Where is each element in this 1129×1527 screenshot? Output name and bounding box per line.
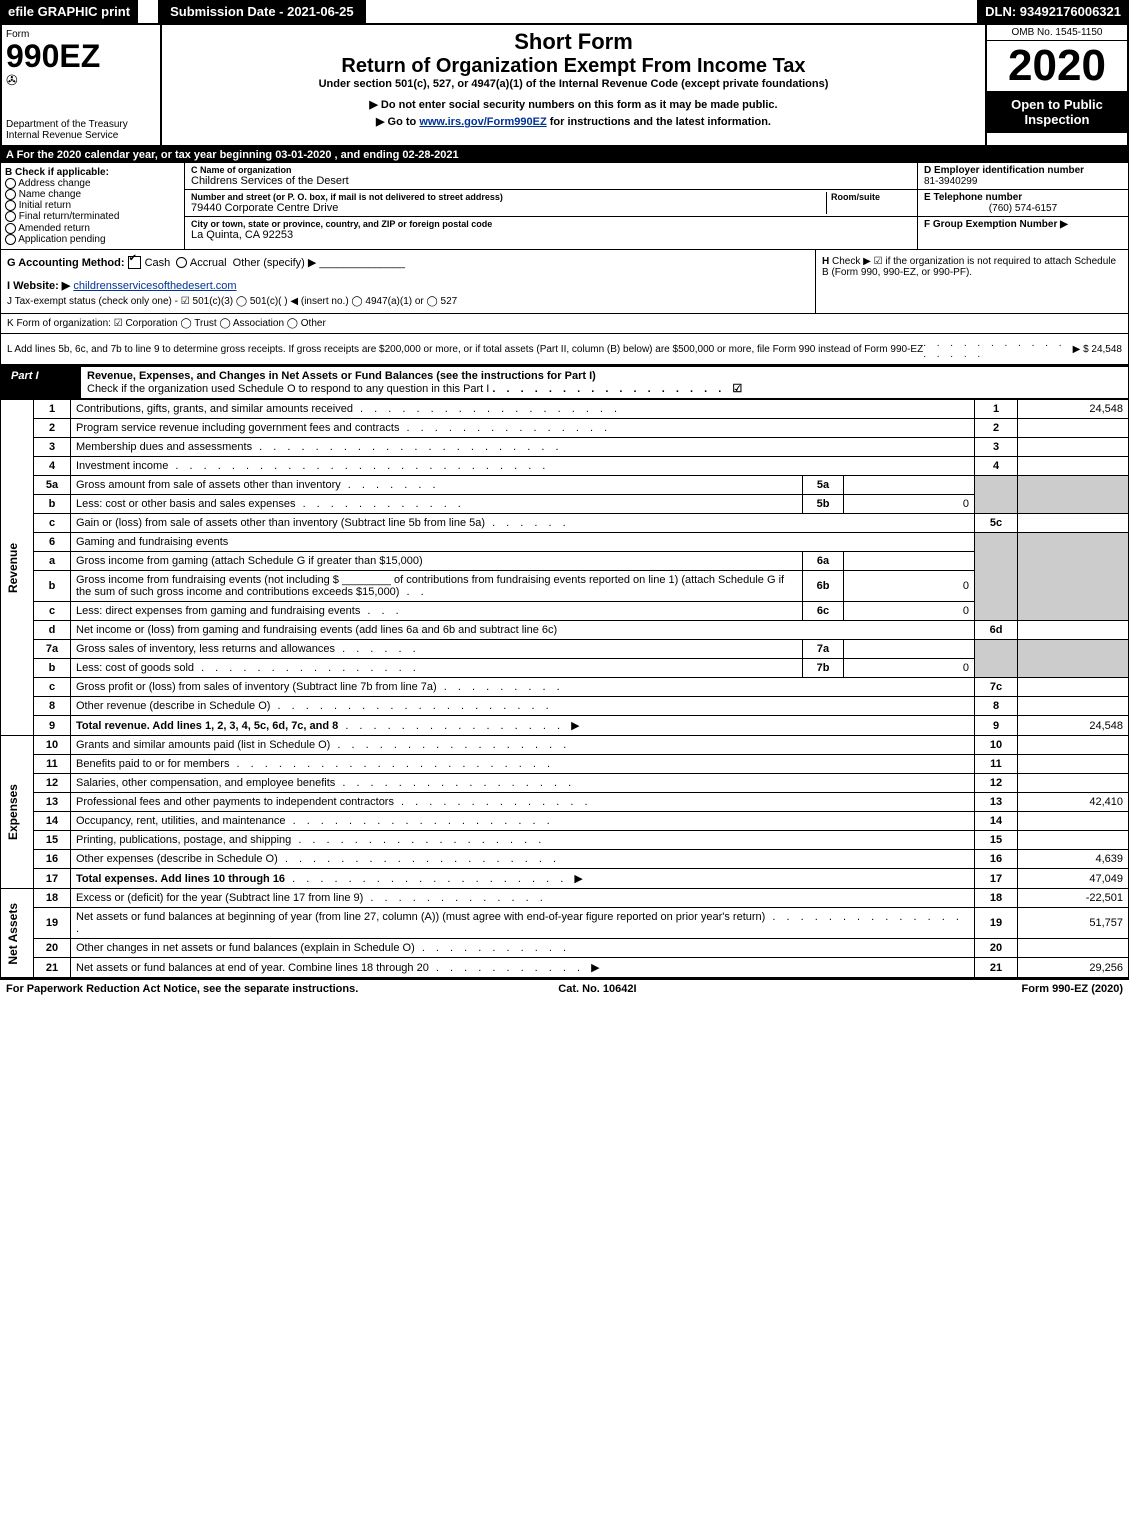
notice-1: ▶ Do not enter social security numbers o… (166, 98, 981, 111)
line-18-amount: -22,501 (1018, 889, 1129, 908)
line-a: A For the 2020 calendar year, or tax yea… (0, 147, 1129, 163)
dln-label: DLN: 93492176006321 (977, 0, 1129, 23)
form-number-box: Form 990EZ ✇ Department of the Treasury … (2, 25, 162, 145)
dept-treasury: Department of the Treasury (6, 119, 156, 130)
line-l: L Add lines 5b, 6c, and 7b to line 9 to … (0, 334, 1129, 365)
phone-label: E Telephone number (924, 192, 1122, 203)
omb-number: OMB No. 1545-1150 (987, 25, 1127, 41)
name-change-radio[interactable] (5, 189, 16, 200)
city-label: City or town, state or province, country… (191, 219, 911, 229)
pending-radio[interactable] (5, 234, 16, 245)
ein-value: 81-3940299 (924, 176, 1122, 187)
subtitle: Under section 501(c), 527, or 4947(a)(1)… (166, 78, 981, 90)
irs-link[interactable]: www.irs.gov/Form990EZ (419, 116, 546, 128)
netassets-side-label: Net Assets (6, 903, 20, 965)
org-name: Childrens Services of the Desert (191, 175, 911, 187)
irs-label: Internal Revenue Service (6, 130, 156, 141)
section-c: C Name of organization Childrens Service… (185, 163, 917, 249)
street-address: 79440 Corporate Centre Drive (191, 202, 826, 214)
page-footer: For Paperwork Reduction Act Notice, see … (0, 978, 1129, 998)
notice-2: ▶ Go to www.irs.gov/Form990EZ for instru… (166, 115, 981, 128)
amended-radio[interactable] (5, 223, 16, 234)
line-1-amount: 24,548 (1018, 400, 1129, 419)
street-label: Number and street (or P. O. box, if mail… (191, 192, 826, 202)
room-label: Room/suite (831, 192, 911, 202)
line-19-amount: 51,757 (1018, 908, 1129, 939)
section-b: B Check if applicable: Address change Na… (1, 163, 185, 249)
accrual-radio[interactable] (176, 257, 187, 268)
footer-form: Form 990-EZ (2020) (1022, 983, 1123, 995)
addr-change-radio[interactable] (5, 178, 16, 189)
line-21-amount: 29,256 (1018, 958, 1129, 978)
ein-label: D Employer identification number (924, 165, 1122, 176)
tax-year: 2020 (987, 41, 1127, 91)
line-j: J Tax-exempt status (check only one) - ☑… (7, 296, 809, 307)
b-title: B Check if applicable: (5, 167, 180, 178)
c-label: C Name of organization (191, 165, 911, 175)
footer-left: For Paperwork Reduction Act Notice, see … (6, 983, 358, 995)
year-box: OMB No. 1545-1150 2020 Open to Public In… (985, 25, 1127, 145)
part-1-title: Revenue, Expenses, and Changes in Net As… (87, 370, 596, 382)
entity-section: B Check if applicable: Address change Na… (0, 163, 1129, 250)
part-1-label: Part I (1, 367, 81, 398)
short-form-title: Short Form (166, 29, 981, 55)
section-h: H Check ▶ ☑ if the organization is not r… (815, 250, 1128, 314)
revenue-side-label: Revenue (6, 543, 20, 593)
line-16-amount: 4,639 (1018, 850, 1129, 869)
form-number: 990EZ (6, 40, 156, 72)
phone-value: (760) 574-6157 (924, 203, 1122, 214)
submission-date: Submission Date - 2021-06-25 (158, 0, 366, 23)
expenses-side-label: Expenses (6, 784, 20, 840)
part-1-table: Revenue 1 Contributions, gifts, grants, … (0, 399, 1129, 978)
efile-label[interactable]: efile GRAPHIC print (0, 0, 138, 23)
city-state-zip: La Quinta, CA 92253 (191, 229, 911, 241)
open-public: Open to Public Inspection (987, 91, 1127, 133)
initial-return-radio[interactable] (5, 200, 16, 211)
title-box: Short Form Return of Organization Exempt… (162, 25, 985, 145)
final-return-radio[interactable] (5, 211, 16, 222)
website-link[interactable]: childrensservicesofthedesert.com (73, 280, 236, 292)
part-1-check-text: Check if the organization used Schedule … (87, 383, 489, 395)
top-bar: efile GRAPHIC print Submission Date - 20… (0, 0, 1129, 25)
section-d: D Employer identification number 81-3940… (917, 163, 1128, 249)
line-9-amount: 24,548 (1018, 716, 1129, 736)
line-i: I Website: ▶ childrensservicesofthedeser… (7, 279, 809, 292)
group-exempt-label: F Group Exemption Number ▶ (924, 219, 1122, 230)
line-k: K Form of organization: ☑ Corporation ◯ … (0, 314, 1129, 334)
line-g: G Accounting Method: Cash Accrual Other … (7, 256, 809, 270)
main-title: Return of Organization Exempt From Incom… (166, 55, 981, 78)
line-17-amount: 47,049 (1018, 869, 1129, 889)
part-1-checked[interactable]: ☑ (732, 383, 742, 395)
form-header: Form 990EZ ✇ Department of the Treasury … (0, 25, 1129, 147)
part-1-header: Part I Revenue, Expenses, and Changes in… (0, 365, 1129, 399)
line-13-amount: 42,410 (1018, 793, 1129, 812)
footer-catalog: Cat. No. 10642I (558, 983, 636, 995)
cash-checkbox[interactable] (128, 256, 141, 269)
